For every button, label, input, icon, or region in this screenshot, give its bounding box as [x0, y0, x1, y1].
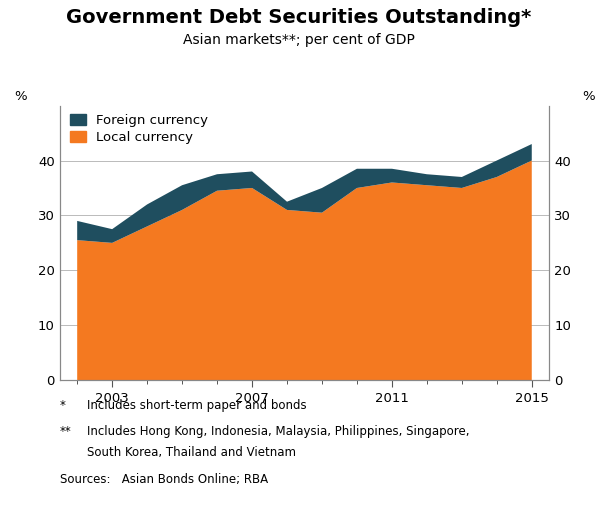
Text: Includes Hong Kong, Indonesia, Malaysia, Philippines, Singapore,: Includes Hong Kong, Indonesia, Malaysia,…: [87, 425, 469, 438]
Text: Sources:   Asian Bonds Online; RBA: Sources: Asian Bonds Online; RBA: [60, 473, 268, 486]
Text: Government Debt Securities Outstanding*: Government Debt Securities Outstanding*: [66, 8, 531, 27]
Text: South Korea, Thailand and Vietnam: South Korea, Thailand and Vietnam: [87, 446, 296, 459]
Text: %: %: [582, 90, 595, 103]
Text: Asian markets**; per cent of GDP: Asian markets**; per cent of GDP: [183, 33, 414, 47]
Text: %: %: [14, 90, 27, 103]
Text: *: *: [60, 399, 66, 412]
Legend: Foreign currency, Local currency: Foreign currency, Local currency: [64, 108, 214, 149]
Text: Includes short-term paper and bonds: Includes short-term paper and bonds: [87, 399, 306, 412]
Text: **: **: [60, 425, 72, 438]
